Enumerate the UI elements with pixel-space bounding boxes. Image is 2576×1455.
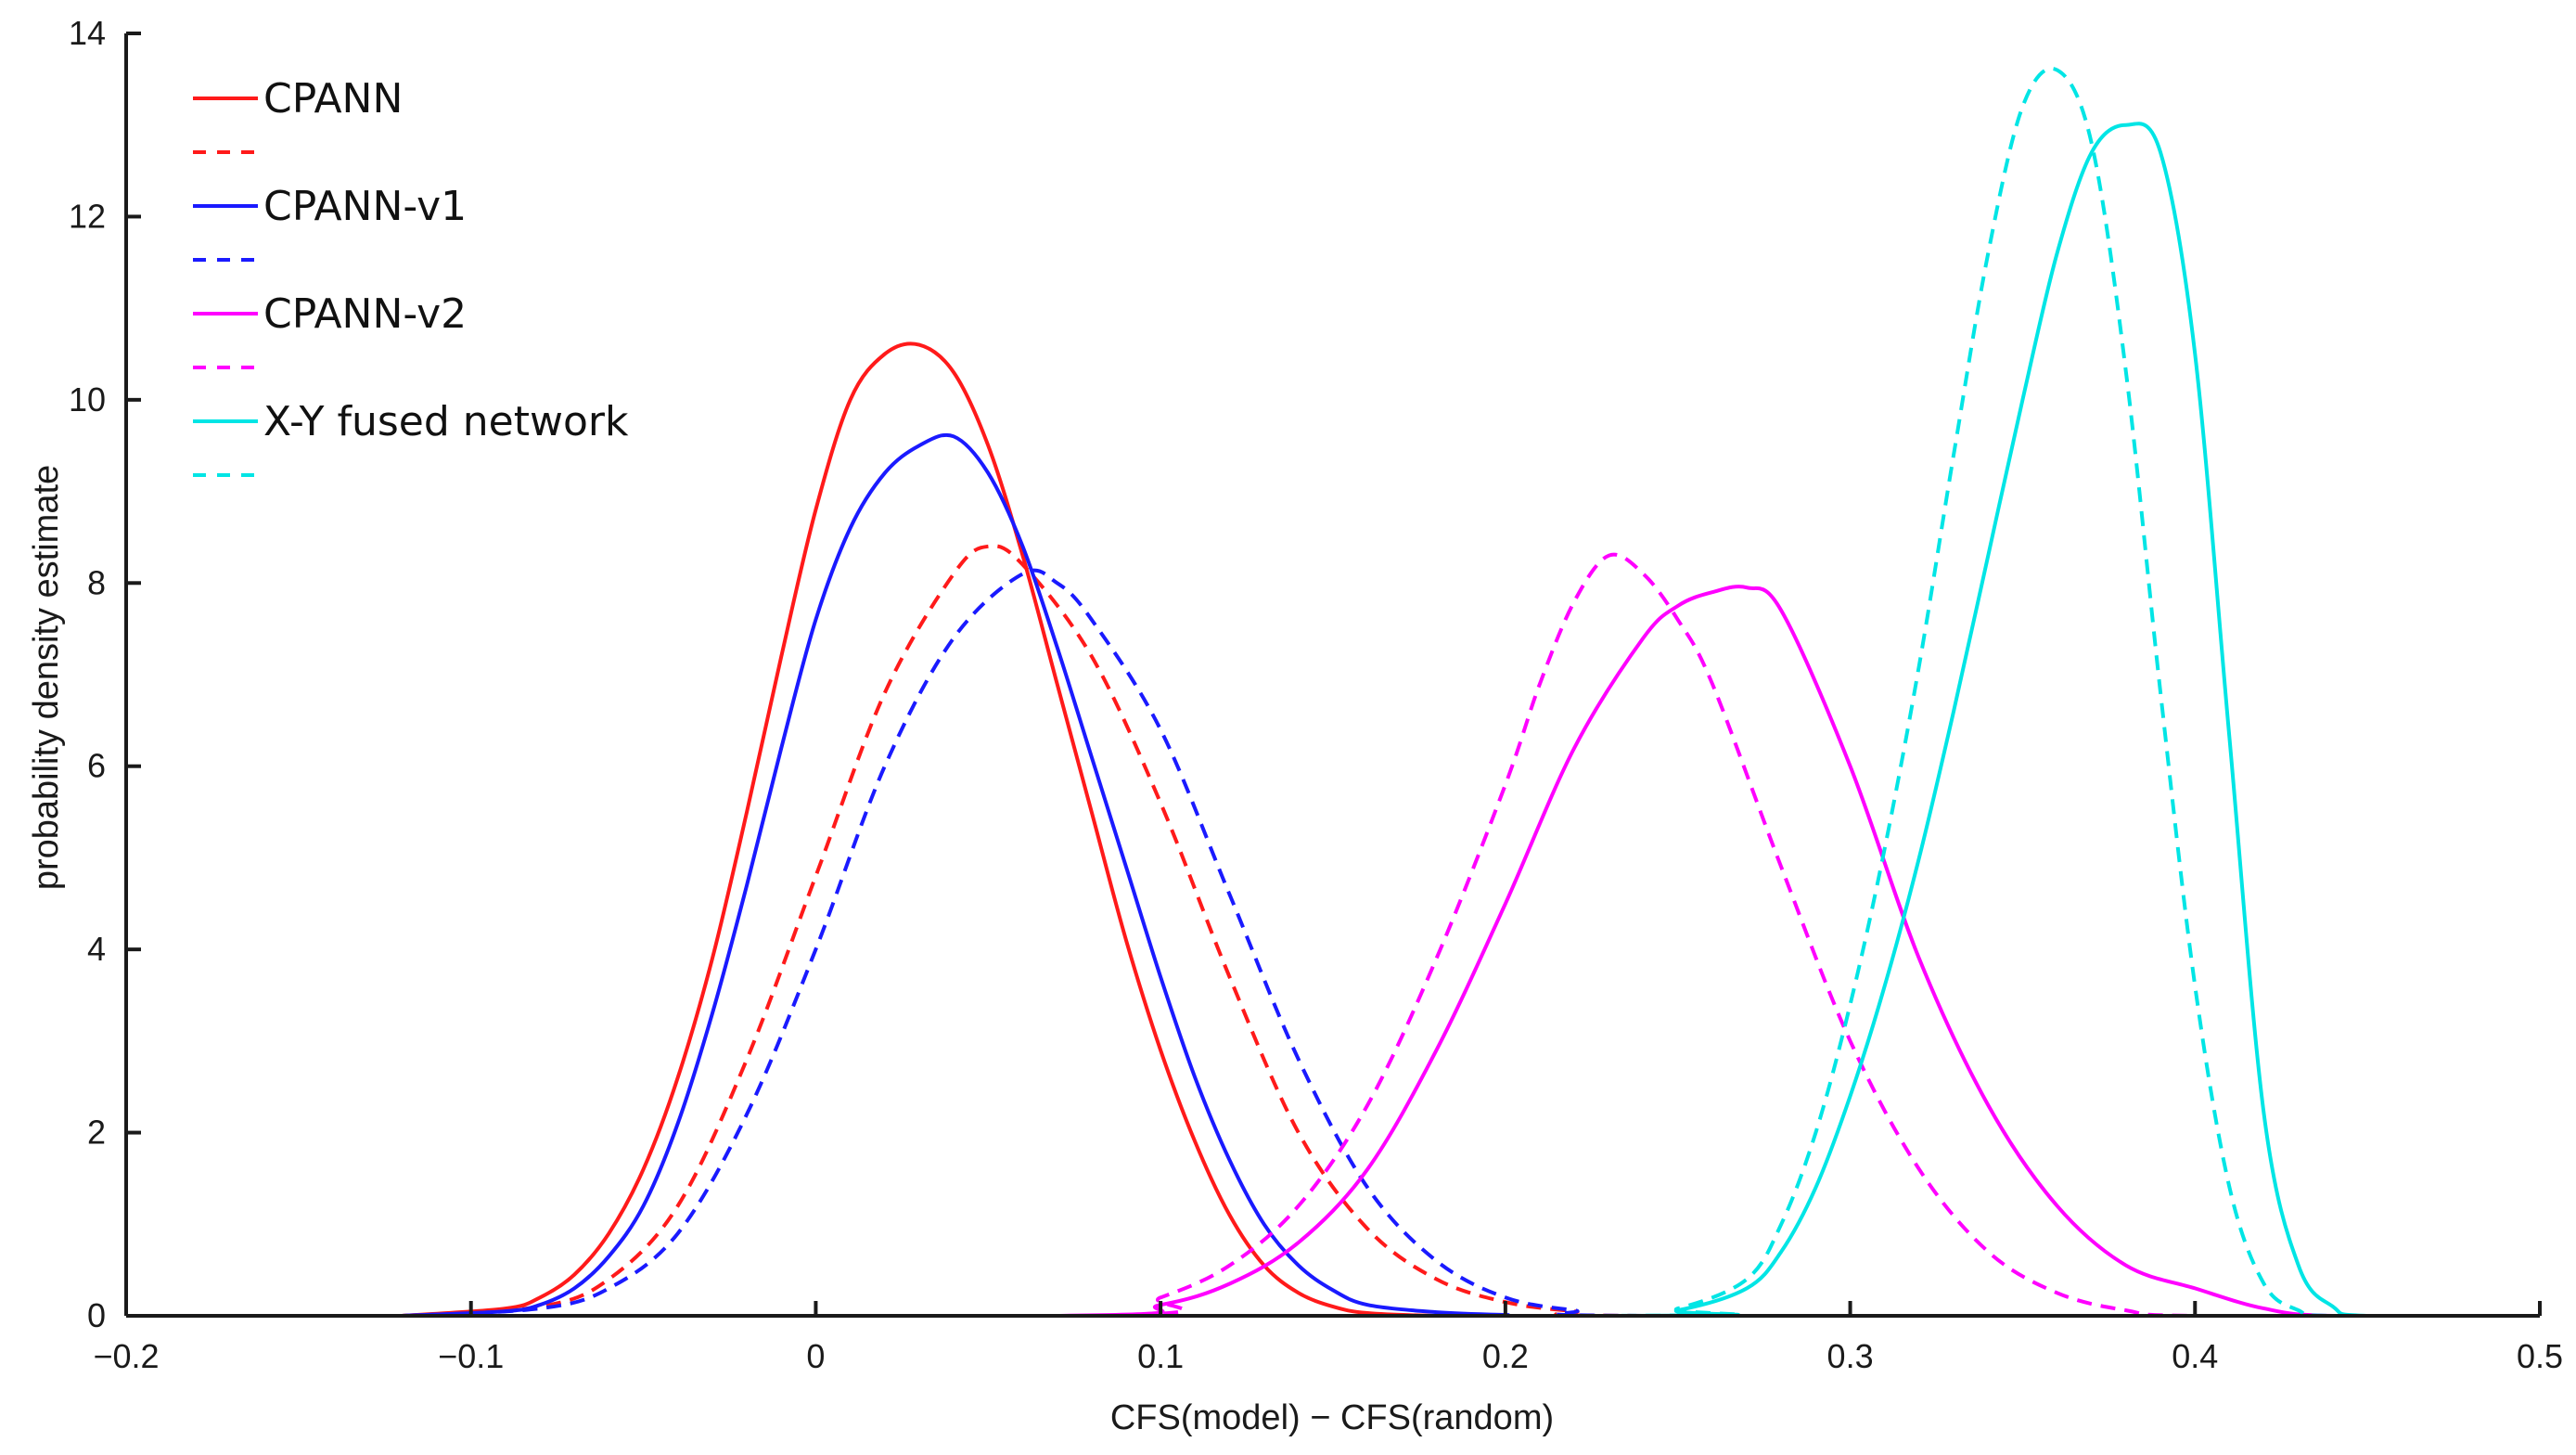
y-tick-label: 14	[69, 14, 106, 52]
y-tick-label: 6	[87, 747, 106, 785]
y-tick-label: 10	[69, 380, 106, 418]
series-line-7-dashed	[126, 67, 2540, 1319]
x-tick-label: 0.5	[2517, 1337, 2563, 1375]
legend-label-6: X-Y fused network	[263, 398, 629, 445]
x-tick-label: 0.2	[1482, 1337, 1529, 1375]
y-tick-label: 8	[87, 563, 106, 601]
legend-label-2: CPANN-v1	[263, 183, 467, 230]
series-line-5-dashed	[126, 552, 2540, 1319]
series-line-3-dashed	[402, 568, 2540, 1318]
y-tick-label: 12	[69, 197, 106, 235]
y-axis-label: probability density estimate	[27, 465, 66, 890]
legend-label-4: CPANN-v2	[263, 290, 467, 338]
x-tick-label: 0	[806, 1337, 825, 1375]
legend: CPANN CPANN-v1 CPANN-v2 X-Y fused network	[193, 75, 629, 477]
x-tick-label: 0.4	[2172, 1337, 2218, 1375]
legend-label-0: CPANN	[263, 75, 403, 122]
x-tick-label: −0.2	[93, 1337, 159, 1375]
x-tick-label: 0.1	[1137, 1337, 1184, 1375]
y-tick-label: 4	[87, 930, 106, 968]
x-axis-label: CFS(model) − CFS(random)	[1110, 1398, 1554, 1437]
series-line-2-solid	[402, 432, 2540, 1319]
axes-layer: −0.2 −0.1 0 0.1 0.2 0.3 0.4 0.5 0 2 4 6 8 10 12 14	[69, 14, 2563, 1375]
x-tick-label: 0.3	[1827, 1337, 1874, 1375]
x-tick-label: −0.1	[438, 1337, 504, 1375]
series-layer	[126, 67, 2540, 1319]
y-tick-label: 2	[87, 1114, 106, 1152]
y-tick-label: 0	[87, 1296, 106, 1334]
